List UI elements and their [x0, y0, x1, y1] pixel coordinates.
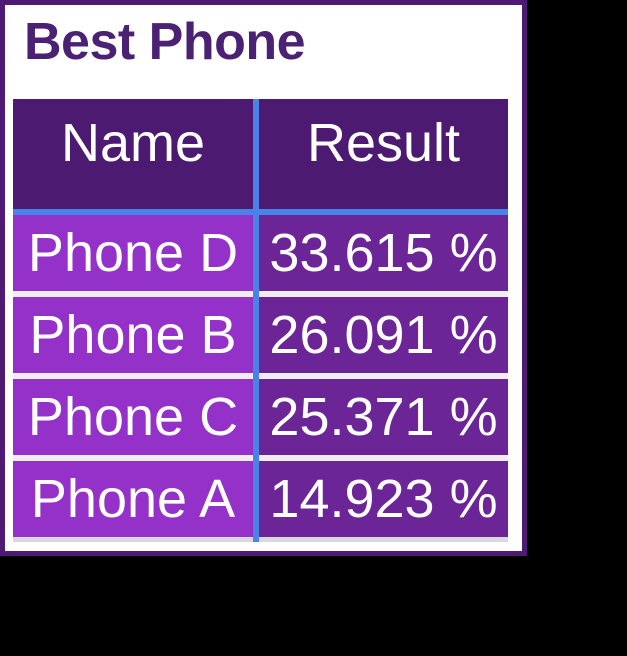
poll-results-card: Best Phone Name Result Phone D 33.615 % … [0, 0, 527, 556]
column-divider [253, 460, 259, 537]
column-header-name[interactable]: Name [13, 98, 253, 209]
table-row-name: Phone A [13, 460, 253, 537]
table-row-name: Phone D [13, 214, 253, 291]
table-row-result: 25.371 % [259, 378, 508, 455]
table-bottom-line-divider [253, 536, 259, 542]
table-row-result: 33.615 % [259, 214, 508, 291]
row-separator [259, 372, 508, 379]
header-underline [13, 208, 508, 215]
row-separator [13, 454, 253, 461]
table-row-result: 14.923 % [259, 460, 508, 537]
results-table: Name Result Phone D 33.615 % Phone B 26.… [13, 98, 508, 542]
table-row-name: Phone B [13, 296, 253, 373]
column-divider [253, 214, 259, 291]
column-divider [253, 296, 259, 373]
table-bottom-line [13, 536, 253, 542]
column-divider [253, 98, 259, 209]
table-row-name: Phone C [13, 378, 253, 455]
column-divider [253, 378, 259, 455]
column-header-result[interactable]: Result [259, 98, 508, 209]
table-row-result: 26.091 % [259, 296, 508, 373]
row-separator-divider [253, 290, 259, 297]
page-title: Best Phone [24, 13, 306, 71]
row-separator [259, 454, 508, 461]
row-separator [259, 290, 508, 297]
row-separator-divider [253, 454, 259, 461]
row-separator [13, 372, 253, 379]
table-bottom-line [259, 536, 508, 542]
row-separator-divider [253, 372, 259, 379]
row-separator [13, 290, 253, 297]
